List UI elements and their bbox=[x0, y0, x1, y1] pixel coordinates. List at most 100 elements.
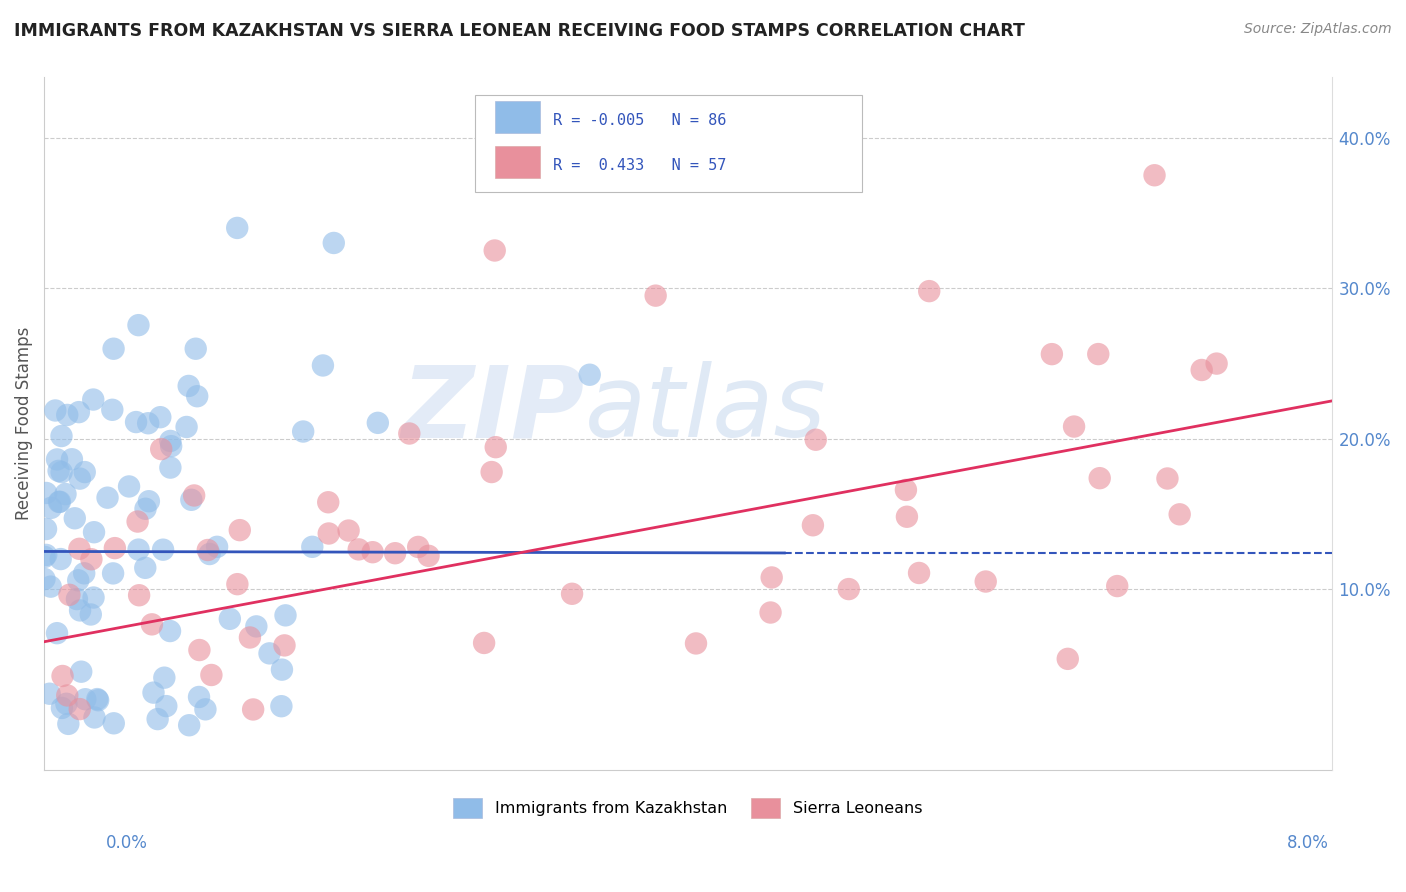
Point bbox=[367, 416, 389, 430]
Point bbox=[104, 541, 127, 555]
Point bbox=[292, 425, 315, 439]
Text: 8.0%: 8.0% bbox=[1286, 834, 1329, 852]
Point bbox=[149, 410, 172, 425]
Point bbox=[242, 702, 264, 716]
Point bbox=[229, 523, 252, 537]
Point bbox=[481, 465, 503, 479]
Point bbox=[39, 580, 62, 594]
Text: IMMIGRANTS FROM KAZAKHSTAN VS SIERRA LEONEAN RECEIVING FOOD STAMPS CORRELATION C: IMMIGRANTS FROM KAZAKHSTAN VS SIERRA LEO… bbox=[14, 22, 1025, 40]
Point bbox=[35, 548, 58, 562]
Point bbox=[155, 699, 177, 714]
Point bbox=[51, 701, 73, 715]
Point bbox=[406, 540, 429, 554]
Point bbox=[150, 442, 173, 456]
Text: ZIP: ZIP bbox=[402, 361, 585, 458]
Point bbox=[804, 433, 827, 447]
Point bbox=[83, 591, 105, 605]
Point bbox=[103, 716, 125, 731]
Point bbox=[159, 624, 181, 638]
Point bbox=[1143, 168, 1166, 182]
Point bbox=[159, 434, 181, 448]
Point bbox=[198, 547, 221, 561]
Point bbox=[194, 702, 217, 716]
Point bbox=[138, 494, 160, 508]
Point bbox=[384, 546, 406, 560]
Point bbox=[69, 603, 91, 617]
Point bbox=[274, 608, 297, 623]
Point bbox=[128, 588, 150, 602]
Point bbox=[226, 577, 249, 591]
Point bbox=[101, 566, 124, 581]
Point bbox=[418, 549, 440, 563]
Point bbox=[34, 549, 56, 564]
Point bbox=[35, 486, 58, 500]
Point bbox=[177, 379, 200, 393]
Point bbox=[301, 540, 323, 554]
Point bbox=[80, 552, 103, 566]
Point bbox=[259, 646, 281, 660]
Point bbox=[273, 639, 295, 653]
Point bbox=[685, 636, 707, 650]
Point bbox=[55, 487, 77, 501]
Point bbox=[39, 500, 62, 515]
Text: R =  0.433   N = 57: R = 0.433 N = 57 bbox=[553, 158, 725, 173]
Point bbox=[48, 464, 70, 478]
Point bbox=[179, 718, 201, 732]
Point bbox=[484, 244, 506, 258]
Point bbox=[44, 403, 66, 417]
Point bbox=[55, 697, 77, 711]
Point bbox=[101, 402, 124, 417]
Point bbox=[159, 460, 181, 475]
Point bbox=[205, 540, 228, 554]
Point bbox=[180, 492, 202, 507]
Point bbox=[894, 483, 917, 497]
Point bbox=[200, 668, 222, 682]
Point bbox=[838, 582, 860, 596]
Legend: Immigrants from Kazakhstan, Sierra Leoneans: Immigrants from Kazakhstan, Sierra Leone… bbox=[447, 792, 929, 824]
Point bbox=[197, 543, 219, 558]
Point bbox=[87, 693, 110, 707]
Point bbox=[160, 439, 183, 453]
Point bbox=[918, 284, 941, 298]
Point bbox=[188, 643, 211, 657]
Point bbox=[75, 692, 97, 706]
Point bbox=[1056, 652, 1078, 666]
Point bbox=[96, 491, 118, 505]
Point bbox=[67, 574, 90, 588]
Point bbox=[226, 221, 249, 235]
Point bbox=[347, 542, 370, 557]
Point bbox=[69, 472, 91, 486]
Point bbox=[1156, 471, 1178, 485]
Point bbox=[128, 542, 150, 557]
Point bbox=[188, 690, 211, 704]
Point bbox=[316, 495, 339, 509]
Point bbox=[472, 636, 495, 650]
Point bbox=[578, 368, 600, 382]
Point bbox=[218, 612, 240, 626]
Point bbox=[186, 389, 208, 403]
Point bbox=[312, 359, 335, 373]
Point bbox=[644, 288, 666, 302]
Point bbox=[1168, 508, 1191, 522]
Text: atlas: atlas bbox=[585, 361, 827, 458]
Point bbox=[184, 342, 207, 356]
Point bbox=[46, 452, 69, 467]
FancyBboxPatch shape bbox=[475, 95, 862, 192]
Bar bbox=[495, 146, 540, 178]
Point bbox=[35, 522, 58, 536]
Point bbox=[82, 392, 104, 407]
Point bbox=[337, 524, 360, 538]
Point bbox=[83, 525, 105, 540]
Point bbox=[127, 515, 149, 529]
Point bbox=[270, 699, 292, 714]
Point bbox=[73, 566, 96, 581]
Point bbox=[1040, 347, 1063, 361]
Point bbox=[48, 495, 70, 509]
Bar bbox=[495, 102, 540, 133]
Point bbox=[176, 420, 198, 434]
Y-axis label: Receiving Food Stamps: Receiving Food Stamps bbox=[15, 326, 32, 520]
Point bbox=[1087, 347, 1109, 361]
Point bbox=[141, 617, 163, 632]
Point bbox=[146, 712, 169, 726]
Point bbox=[46, 626, 69, 640]
